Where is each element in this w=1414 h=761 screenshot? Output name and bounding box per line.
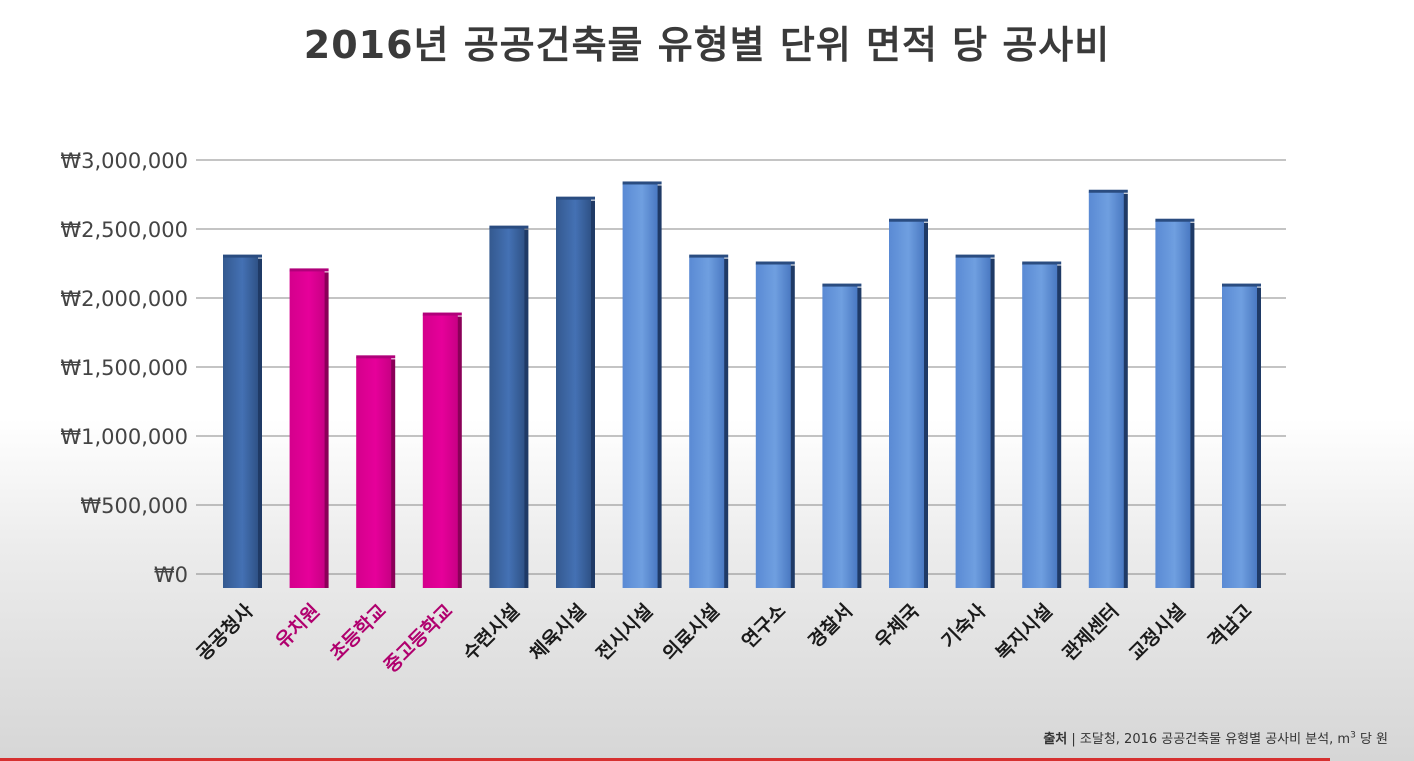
bar-top — [689, 254, 729, 258]
bar-group — [1088, 189, 1128, 589]
bar — [955, 256, 991, 588]
bar-top — [755, 261, 795, 265]
bar-group — [289, 268, 329, 588]
bar-top — [1088, 189, 1128, 193]
bar-group — [889, 218, 928, 588]
bar-top — [1155, 218, 1195, 222]
bar-group — [1022, 261, 1062, 588]
y-tick-label: ₩1,500,000 — [60, 356, 188, 380]
bar-group — [556, 196, 595, 588]
bar — [289, 270, 325, 588]
bar — [356, 357, 392, 588]
bar-group — [755, 261, 795, 588]
bar — [422, 314, 458, 588]
bar — [489, 227, 525, 588]
y-tick-label: ₩2,000,000 — [60, 287, 188, 311]
bar-group — [622, 181, 662, 588]
bar — [755, 263, 791, 588]
bar — [889, 220, 924, 588]
y-axis-tick-labels: ₩0 ₩500,000 ₩1,000,000 ₩1,500,000 ₩2,000,000… — [60, 149, 188, 587]
bar — [1155, 220, 1191, 588]
bar-group — [822, 283, 862, 588]
bar-group — [489, 225, 529, 588]
bar-side — [656, 185, 662, 588]
x-category-label: 공공청사 — [193, 600, 258, 665]
y-tick-label: ₩3,000,000 — [60, 149, 188, 173]
bar-group — [1155, 218, 1195, 588]
bar-side — [590, 200, 595, 588]
bar — [689, 256, 725, 588]
bar-top — [356, 355, 396, 359]
bar — [622, 183, 658, 588]
chart-title: 2016년 공공건축물 유형별 단위 면적 당 공사비 — [303, 23, 1111, 67]
x-category-label: 체육시설 — [526, 600, 591, 665]
bar-side — [723, 258, 729, 588]
x-category-label: 격납고 — [1204, 600, 1257, 653]
source-separator: | — [1071, 732, 1076, 747]
x-category-label: 전시시설 — [592, 600, 657, 665]
bar-side — [989, 258, 995, 588]
bar-top — [622, 181, 662, 185]
source-suffix: 당 원 — [1355, 732, 1388, 747]
bar-side — [1189, 222, 1195, 588]
bar-group — [689, 254, 729, 588]
bar-top — [822, 283, 862, 287]
bar-top — [556, 196, 595, 200]
source-text: 조달청, 2016 공공건축물 유형별 공사비 분석, m — [1079, 732, 1351, 747]
bar-side — [789, 265, 795, 588]
bar-side — [1056, 265, 1062, 588]
x-category-label: 연구소 — [738, 600, 791, 653]
x-category-label: 초등학교 — [326, 600, 391, 665]
bar — [1022, 263, 1058, 588]
bar-group — [955, 254, 995, 588]
bar-side — [257, 258, 262, 588]
bar-side — [323, 272, 329, 588]
bar-side — [523, 229, 529, 588]
bar-top — [422, 312, 462, 316]
bar-side — [456, 316, 462, 588]
bar-side — [1122, 193, 1128, 589]
x-category-label: 중고등학교 — [380, 600, 457, 677]
bar-side — [390, 359, 396, 588]
bar — [1222, 285, 1257, 588]
x-category-label: 복지시설 — [992, 600, 1057, 665]
source-label: 출처 — [1043, 732, 1068, 747]
y-tick-label: ₩500,000 — [80, 494, 188, 518]
bar — [556, 198, 591, 588]
bar — [223, 256, 258, 588]
bar-group — [422, 312, 462, 588]
x-category-label: 관제센터 — [1058, 600, 1123, 665]
bar — [1088, 191, 1124, 589]
bars — [223, 181, 1261, 589]
bar-side — [923, 222, 928, 588]
bar-top — [1022, 261, 1062, 265]
bar-top — [223, 254, 262, 258]
source-note: 출처 | 조달청, 2016 공공건축물 유형별 공사비 분석, m3 당 원 — [1043, 728, 1388, 747]
bar-top — [889, 218, 928, 222]
bar-top — [1222, 283, 1261, 287]
x-category-label: 수련시설 — [459, 600, 524, 665]
bar-side — [856, 287, 862, 588]
bottom-accent-bar — [0, 758, 1330, 761]
bar-side — [1256, 287, 1261, 588]
bar — [822, 285, 858, 588]
y-tick-label: ₩2,500,000 — [60, 218, 188, 242]
x-category-label: 우체국 — [871, 600, 924, 653]
y-tick-label: ₩0 — [154, 563, 188, 587]
source-superscript: 3 — [1350, 730, 1356, 741]
x-category-label: 기숙사 — [937, 600, 990, 653]
bar-group — [223, 254, 262, 588]
y-tick-label: ₩1,000,000 — [60, 425, 188, 449]
x-category-label: 교정시설 — [1125, 600, 1190, 665]
bar-top — [489, 225, 529, 229]
bar-group — [1222, 283, 1261, 588]
x-category-label: 유치원 — [271, 600, 324, 653]
x-category-label: 경찰서 — [804, 600, 857, 653]
x-category-label: 의료시설 — [659, 600, 724, 665]
bar-group — [356, 355, 396, 588]
bar-top — [955, 254, 995, 258]
bar-top — [289, 268, 329, 272]
